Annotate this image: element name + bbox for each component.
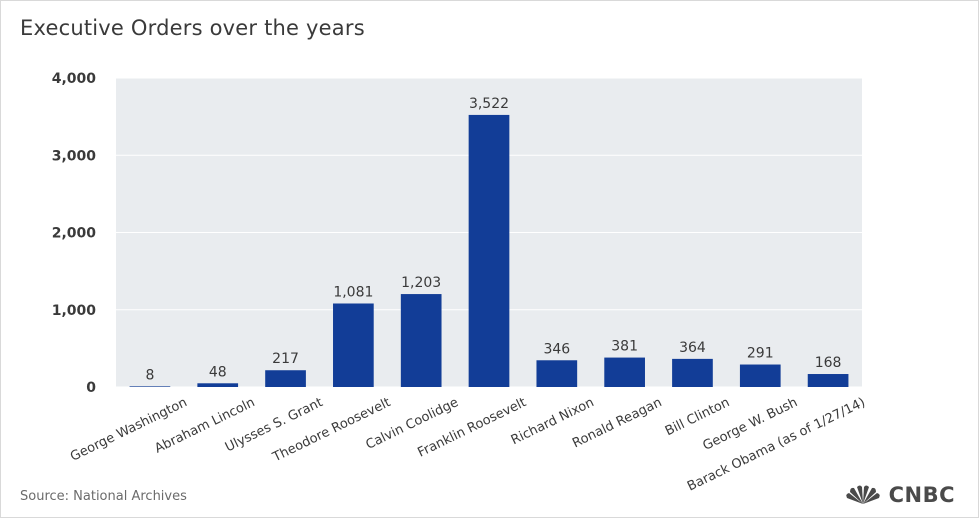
bar — [807, 374, 849, 387]
x-tick-label: Theodore Roosevelt — [270, 395, 393, 465]
source-note: Source: National Archives — [20, 489, 187, 504]
y-tick-label: 2,000 — [52, 226, 97, 242]
data-label: 291 — [747, 346, 774, 362]
bar — [197, 383, 239, 387]
y-tick-label: 3,000 — [52, 148, 97, 164]
y-tick-label: 1,000 — [52, 303, 97, 319]
bar — [739, 364, 781, 387]
bar — [265, 370, 306, 387]
y-tick-label: 4,000 — [52, 71, 97, 87]
y-tick-label: 0 — [86, 380, 96, 396]
data-label: 3,522 — [469, 96, 509, 112]
data-label: 364 — [679, 340, 706, 356]
data-label: 217 — [272, 351, 299, 367]
peacock-icon — [845, 485, 880, 504]
bar — [672, 358, 713, 387]
bar — [400, 294, 442, 387]
x-tick-label: George Washington — [68, 395, 190, 465]
bar — [333, 303, 374, 387]
brand-name: CNBC — [888, 483, 955, 507]
data-label: 1,081 — [333, 284, 373, 300]
bar — [536, 360, 578, 387]
cnbc-logo: CNBC — [843, 483, 955, 507]
data-label: 381 — [611, 339, 638, 355]
bar — [468, 114, 510, 387]
bar — [129, 386, 171, 387]
data-label: 48 — [209, 364, 227, 380]
data-label: 1,203 — [401, 275, 441, 291]
data-label: 8 — [145, 367, 154, 383]
data-label: 346 — [543, 341, 570, 357]
data-label: 168 — [815, 355, 842, 371]
bar — [604, 357, 645, 387]
chart-title: Executive Orders over the years — [20, 16, 365, 40]
